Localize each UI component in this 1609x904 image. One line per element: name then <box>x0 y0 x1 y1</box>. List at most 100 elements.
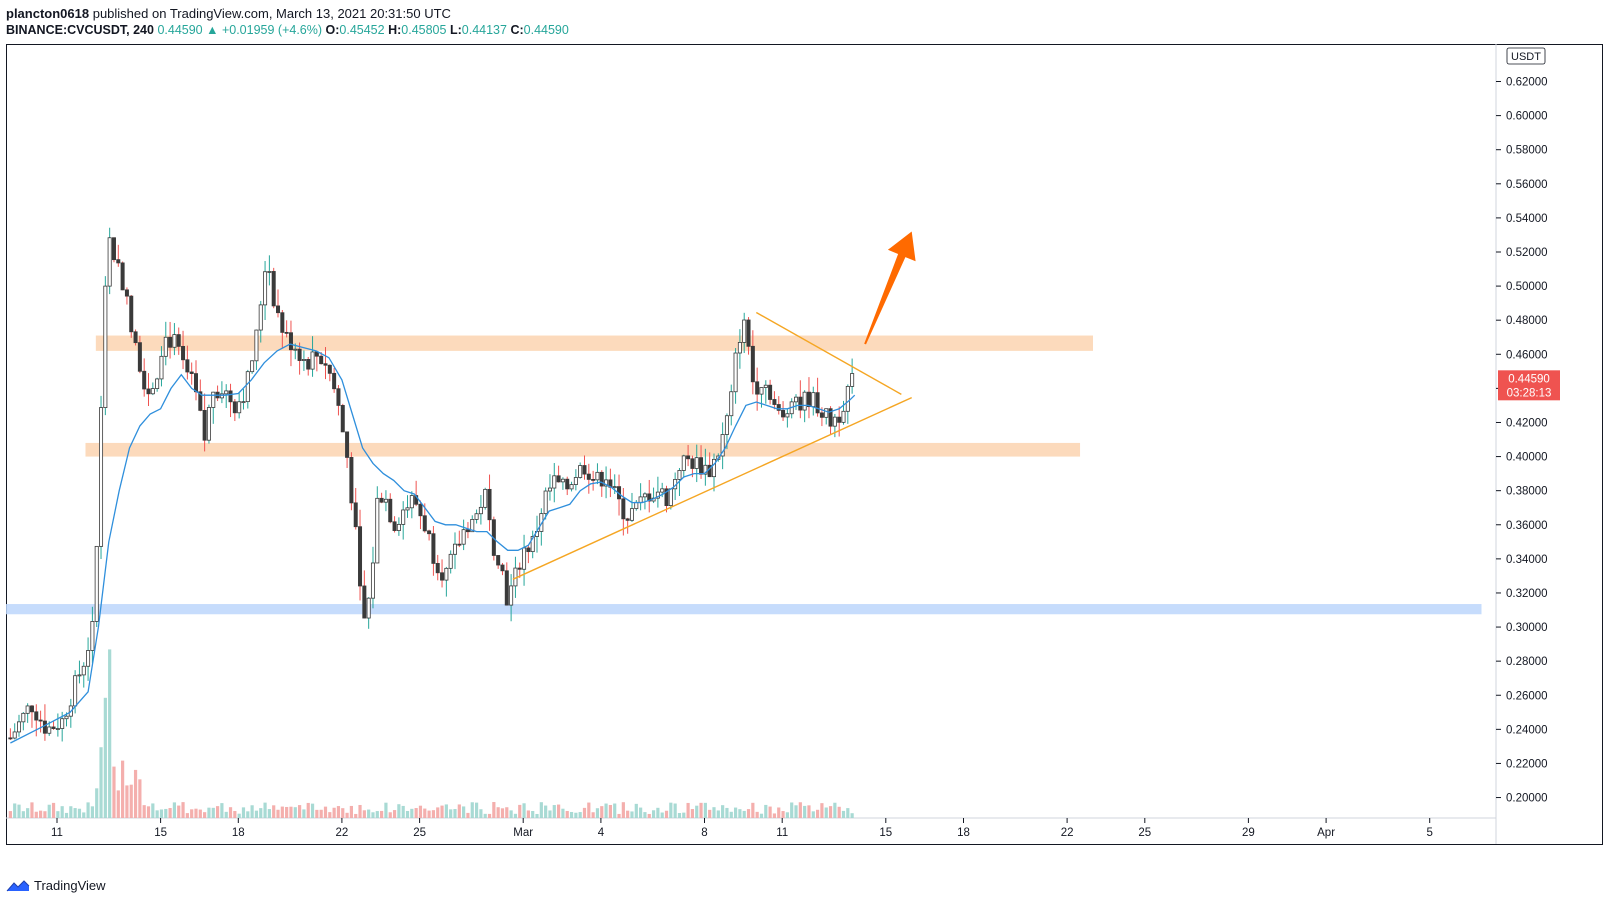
volume-bar <box>470 802 474 818</box>
candle-body <box>699 457 704 475</box>
time-tick-label: 5 <box>1426 827 1432 839</box>
volume-bar <box>436 807 440 818</box>
candle-body <box>172 334 177 348</box>
candle-body <box>638 496 643 503</box>
last-price-tag: 0.44590 03:28:13 <box>1498 370 1560 401</box>
candle-body <box>224 390 229 395</box>
volume-bar <box>811 811 815 818</box>
candle-body <box>850 373 855 387</box>
candle-body <box>163 336 168 357</box>
volume-bar <box>95 788 99 818</box>
candle-body <box>686 455 691 460</box>
candle-body <box>86 650 91 667</box>
candle-body <box>781 409 786 418</box>
candle-body <box>301 359 306 361</box>
volume-bar <box>362 810 366 818</box>
volume-bar <box>431 810 436 818</box>
volume-bar <box>634 803 638 818</box>
volume-bar <box>168 808 172 818</box>
footer-brand[interactable]: TradingView <box>34 878 106 893</box>
price-axis[interactable]: 0.20000 0.22000 0.24000 0.26000 0.28000 0.300… <box>1496 77 1548 805</box>
volume-bar <box>254 810 259 818</box>
candle-body <box>116 259 121 264</box>
volume-bar <box>375 811 379 818</box>
volume-bar <box>8 811 12 818</box>
candle-body <box>569 484 574 490</box>
candle-body <box>8 737 13 740</box>
volume-bar <box>427 810 431 818</box>
volume-bar <box>233 810 237 818</box>
candle-body <box>103 285 108 409</box>
candle-body <box>409 495 414 509</box>
high-label: H: <box>388 23 402 37</box>
volume-bar <box>837 806 841 818</box>
volume-bar <box>746 809 751 818</box>
time-tick-label: 25 <box>413 827 426 839</box>
volume-bar <box>224 811 228 818</box>
volume-bar <box>738 809 742 818</box>
volume-bar <box>466 812 470 818</box>
volume-bar <box>190 809 194 818</box>
candle-body <box>599 471 604 487</box>
time-axis[interactable]: 11 15 18 22 25 Mar 4 8 11 15 18 22 25 29 Apr 5 <box>51 818 1433 839</box>
volume-bar <box>669 802 673 818</box>
chart-area[interactable]: 0.20000 0.22000 0.24000 0.26000 0.28000 0.300… <box>6 44 1603 870</box>
price-tick-label: 0.40000 <box>1506 452 1548 464</box>
volume-bar <box>142 805 146 818</box>
volume-bar <box>336 806 341 818</box>
candle-body <box>435 563 440 574</box>
candle-body <box>798 396 803 411</box>
volume-bar <box>548 810 552 818</box>
candle-body <box>737 342 742 354</box>
volume-bar <box>380 810 384 818</box>
candle-body <box>340 405 345 433</box>
volume-bar <box>358 804 362 818</box>
volume-bar <box>526 810 530 818</box>
price-tick-label: 0.62000 <box>1506 77 1548 89</box>
close-label: C: <box>510 23 524 37</box>
candle-body <box>353 502 358 528</box>
volume-bar <box>38 810 43 818</box>
time-tick-label: Apr <box>1317 827 1335 839</box>
volume-bar <box>656 807 660 818</box>
candle-body <box>258 304 263 331</box>
volume-bar <box>349 805 353 818</box>
candle-body <box>267 271 272 273</box>
candle-body <box>42 720 47 734</box>
candle-body <box>232 401 237 414</box>
volume-bar <box>297 805 302 818</box>
candle-body <box>263 271 268 306</box>
price-tick-label: 0.20000 <box>1506 793 1548 805</box>
candle-body <box>418 503 423 517</box>
volume-bar <box>474 802 479 818</box>
candle-body <box>319 355 324 365</box>
volume-bar <box>228 807 233 818</box>
candle-body <box>604 479 609 487</box>
candle-body <box>690 458 695 469</box>
price-chart[interactable]: 0.20000 0.22000 0.24000 0.26000 0.28000 0.300… <box>6 44 1603 870</box>
volume-bar <box>595 808 600 818</box>
candle-body <box>21 712 26 723</box>
candle-body <box>552 475 557 489</box>
candle-body <box>176 334 181 347</box>
volume-bar <box>647 813 651 818</box>
time-tick-label: 11 <box>51 827 63 839</box>
volume-bar <box>600 806 604 818</box>
candle-body <box>193 373 198 393</box>
volume-bar <box>341 808 345 818</box>
time-tick-label: 25 <box>1138 827 1151 839</box>
last-price: 0.44590 <box>157 23 203 37</box>
volume-bar <box>21 811 25 818</box>
volume-bar <box>639 807 643 818</box>
volume-bar <box>418 805 423 818</box>
author-name[interactable]: plancton0618 <box>6 6 90 21</box>
volume-bar <box>267 809 271 818</box>
candle-body <box>332 372 337 390</box>
candle-body <box>146 388 151 395</box>
tradingview-logo-icon[interactable] <box>6 879 30 893</box>
candle-body <box>621 498 626 520</box>
volume-bar <box>371 812 375 818</box>
volume-bar <box>64 812 69 818</box>
candle-body <box>806 391 811 408</box>
candle-body <box>383 498 388 503</box>
